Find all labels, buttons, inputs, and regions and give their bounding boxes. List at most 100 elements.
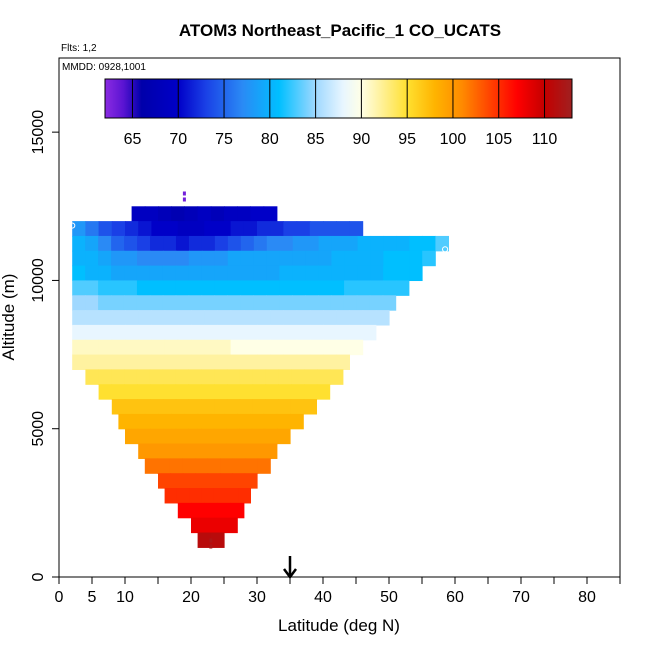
x-axis-label: Latitude (deg N) [278,616,400,635]
heatmap-cell [150,399,164,415]
heatmap-cell [244,473,258,489]
heatmap-cell [188,384,202,400]
heatmap-cell [213,443,227,459]
heatmap-cell [98,354,113,370]
heatmap-cell [323,310,337,326]
heatmap-cell [336,221,350,237]
heatmap-cell [98,250,112,267]
heatmap-cell [225,517,238,534]
heatmap-cell [336,310,350,326]
heatmap-cell [383,265,397,282]
arrow-head [283,568,297,580]
heatmap-cell [292,280,306,296]
heatmap-cell [175,280,190,296]
heatmap-cell [270,354,284,370]
heatmap-cell [278,369,292,385]
heatmap-cell [227,235,242,252]
heatmap-cell [202,517,215,534]
heatmap-cell [266,250,281,267]
heatmap-cell [309,310,324,326]
heatmap-cell [188,443,202,459]
heatmap-cell [138,443,152,459]
heatmap-cell [252,384,267,400]
heatmap-cell [296,324,311,341]
heatmap-cell [362,310,377,326]
heatmap-cell [237,413,251,430]
heatmap-cell [279,235,294,252]
heatmap-cell [232,458,246,474]
heatmap-cell [163,443,177,459]
heatmap-cell [253,250,268,267]
heatmap-cell [164,488,178,504]
heatmap-cell [149,250,164,267]
heatmap-cell [125,339,139,356]
y-tick-label: 0 [30,572,47,581]
heatmap-cell [175,384,190,400]
heatmap-cell [266,280,280,296]
heatmap-cell [370,235,385,252]
heatmap-cell [369,280,384,296]
heatmap-cell [323,354,337,370]
heatmap-cell [111,295,125,311]
heatmap-cell [98,339,113,356]
heatmap-cell [150,235,164,252]
heatmap-cell [309,339,324,356]
heatmap-cell [201,488,215,504]
heatmap-cell [164,354,179,370]
heatmap-cell [98,221,113,237]
heatmap-cell [219,473,233,489]
heatmap-cell [162,265,177,282]
heatmap-cell [201,443,215,459]
heatmap-cell [137,428,151,445]
heatmap-cell [201,265,216,282]
heatmap-cell [136,295,151,311]
heatmap-cell [304,369,318,385]
heatmap-cell [210,413,225,430]
heatmap-cell [217,324,232,341]
heatmap-cell [72,221,86,237]
heatmap-cell [124,369,138,385]
heatmap-cell [253,235,268,252]
heatmap-cell [343,295,358,311]
heatmap-cell [239,369,254,385]
heatmap-cell [191,354,205,370]
heatmap-cell [204,221,218,237]
heatmap-cell [175,235,190,252]
heatmap-cell [240,280,255,296]
heatmap-cell [336,339,350,356]
heatmap-cell [422,250,436,267]
heatmap-cell [396,265,410,282]
heatmap-cell [201,235,216,252]
heatmap-cell [283,310,298,326]
dates-note: MMDD: 0928,1001 [62,62,146,73]
heatmap-cell [137,384,151,400]
heatmap-cell [214,295,229,311]
heatmap-cell [296,339,311,356]
heatmap-cell [85,354,100,370]
heatmap-cell [210,532,225,548]
heatmap-cell [217,339,232,356]
heatmap-cell [296,310,311,326]
heatmap-cell [151,324,166,341]
heatmap-cell [125,310,139,326]
heatmap-cell [162,280,177,296]
heatmap-cell [197,206,212,222]
heatmap-cell [257,339,271,356]
heatmap-cell [317,295,332,311]
heatmap-cell [138,221,152,237]
heatmap-cell [329,369,344,385]
heatmap-cell [111,280,125,296]
x-tick-label: 0 [55,589,64,606]
heatmap-cell [201,428,215,445]
heatmap-cell [85,369,99,385]
heatmap-cell [163,428,177,445]
heatmap-cell [149,369,164,385]
heatmap-cell [98,280,112,296]
heatmap-cell [162,250,177,267]
heatmap-cell [111,221,126,237]
heatmap-cell [175,265,190,282]
heatmap-cell [123,280,138,296]
heatmap-cell [291,384,305,400]
heatmap-cell [227,265,242,282]
heatmap-cell [382,295,397,311]
